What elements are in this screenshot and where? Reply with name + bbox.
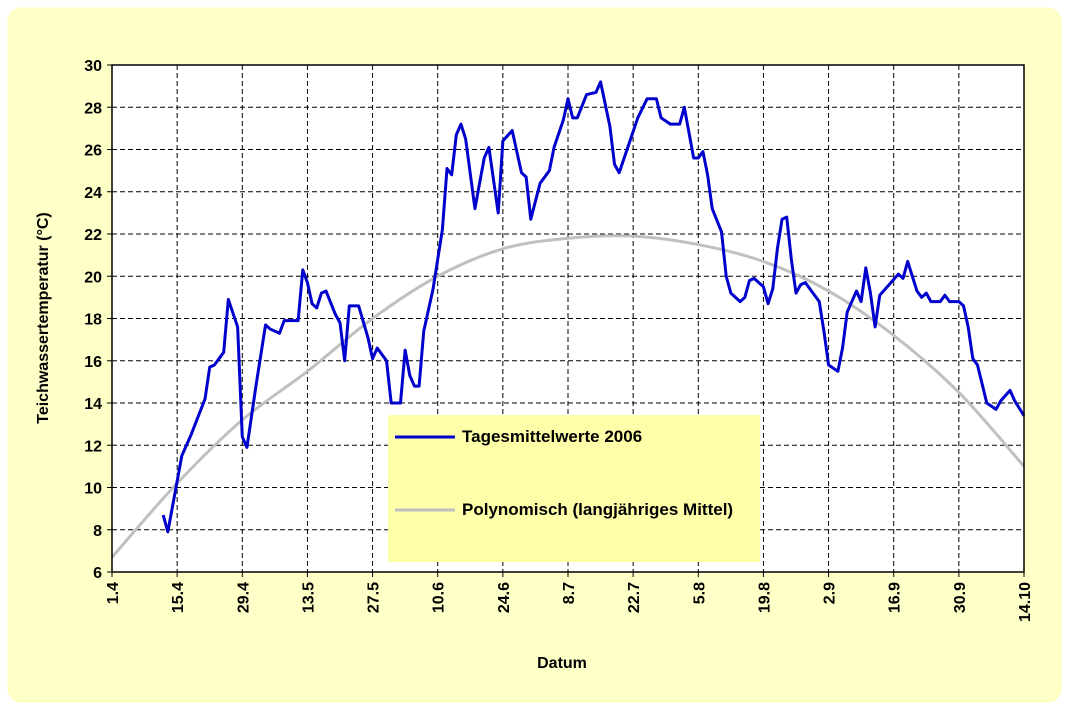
y-tick-label: 26 [84, 143, 102, 160]
x-tick-label: 30.9 [952, 582, 969, 613]
y-tick-label: 12 [84, 438, 102, 455]
x-axis-label: Datum [537, 655, 587, 672]
y-tick-label: 30 [84, 58, 102, 75]
y-tick-label: 22 [84, 227, 102, 244]
x-tick-label: 14.10 [1017, 582, 1034, 622]
x-tick-label: 10.6 [431, 582, 448, 613]
legend-label: Polynomisch (langjähriges Mittel) [462, 500, 734, 519]
x-tick-label: 24.6 [496, 582, 513, 613]
y-tick-label: 28 [84, 100, 102, 117]
x-tick-label: 22.7 [626, 582, 643, 613]
y-tick-label: 20 [84, 269, 102, 286]
y-tick-label: 10 [84, 481, 102, 498]
legend [395, 435, 455, 512]
x-tick-label: 1.4 [105, 582, 122, 604]
y-tick-label: 14 [84, 396, 102, 413]
x-tick-label: 29.4 [235, 582, 252, 613]
plot-border [111, 64, 1025, 573]
x-tick-label: 2.9 [822, 582, 839, 604]
x-tick-label: 19.8 [756, 582, 773, 613]
y-tick-label: 18 [84, 312, 102, 329]
legend-box [388, 415, 760, 562]
x-tick-label: 15.4 [170, 582, 187, 613]
x-tick-label: 13.5 [300, 582, 317, 613]
x-tick-label: 8.7 [561, 582, 578, 604]
lines [110, 80, 1026, 559]
y-tick-label: 6 [93, 565, 102, 582]
legend-label: Tagesmittelwerte 2006 [462, 427, 643, 446]
x-tick-label: 27.5 [366, 582, 383, 613]
data-line [161, 80, 1026, 534]
y-tick-label: 16 [84, 354, 102, 371]
y-axis-label: Teichwassertemperatur (°C) [35, 212, 52, 424]
y-tick-label: 24 [84, 185, 102, 202]
x-tick-label: 16.9 [887, 582, 904, 613]
y-tick-label: 8 [93, 523, 102, 540]
x-tick-label: 5.8 [691, 582, 708, 604]
